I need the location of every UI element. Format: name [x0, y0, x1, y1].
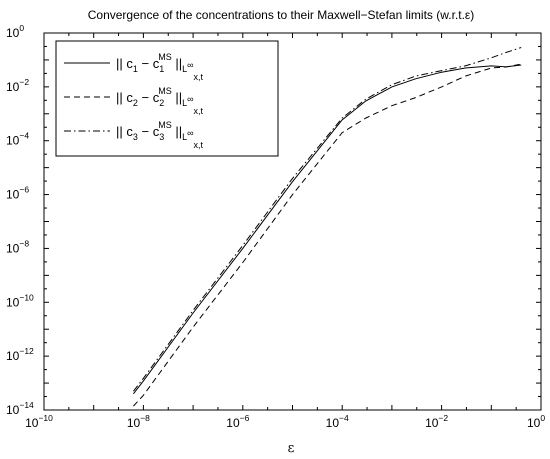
legend-label-c1: || c1 − c1MS ||L∞x,t [116, 52, 204, 82]
legend-box [55, 40, 279, 157]
y-tick-label: 10−12 [6, 346, 34, 363]
x-tick-label: 10−2 [425, 413, 448, 430]
y-tick-label: 10−4 [6, 131, 29, 148]
x-tick-label: 10−6 [226, 413, 249, 430]
x-tick-label: 10−4 [326, 413, 349, 430]
y-tick-label: 10−10 [6, 292, 34, 309]
x-tick-label: 10−10 [25, 413, 53, 430]
y-tick-label: 10−8 [6, 238, 29, 255]
axis-ticks [43, 32, 542, 411]
legend-label-c2: || c2 − c2MS ||L∞x,t [116, 86, 204, 116]
x-tick-label: 10−8 [127, 413, 150, 430]
series-line-c1 [133, 64, 522, 395]
series-group [133, 47, 522, 407]
series-line-c2 [133, 63, 522, 407]
legend-label-c3: || c3 − c3MS ||L∞x,t [116, 120, 204, 150]
y-tick-label: 10−14 [6, 400, 34, 417]
y-tick-label: 10−2 [6, 77, 29, 94]
legend: || c1 − c1MS ||L∞x,t || c2 − c2MS ||L∞x,t… [55, 40, 279, 157]
tick-labels: 10−10 10−8 10−6 10−4 10−2 100 100 10−2 10−4 10−6 1… [6, 23, 545, 430]
x-tick-label: 100 [527, 413, 545, 430]
chart-title: Convergence of the concentrations to the… [88, 8, 475, 22]
y-tick-label: 10−6 [6, 185, 29, 202]
y-tick-label: 100 [6, 23, 24, 40]
x-axis-label: ε [288, 441, 295, 456]
